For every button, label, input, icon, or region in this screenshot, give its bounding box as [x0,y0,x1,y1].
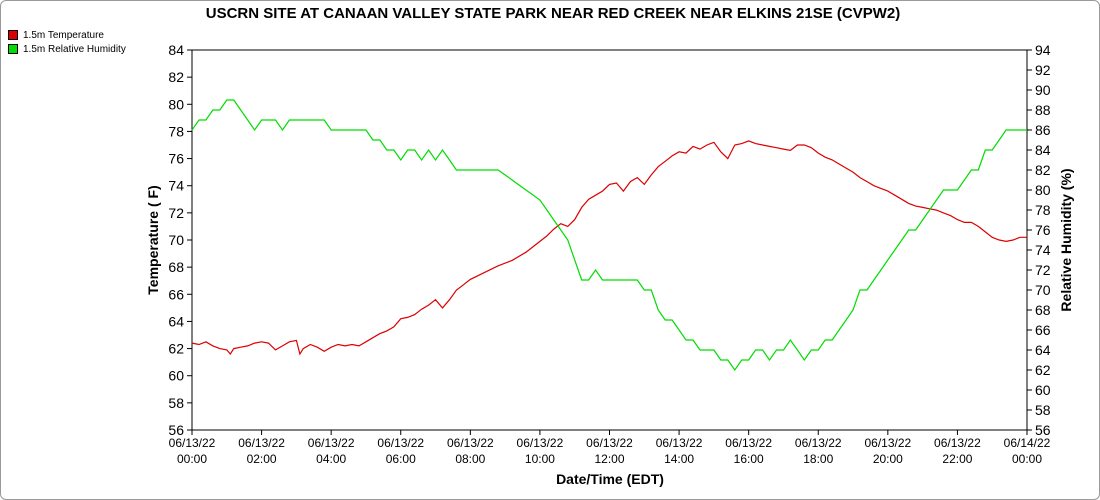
left-tick-label: 72 [168,205,184,221]
x-tick-time-label: 10:00 [525,452,555,466]
x-tick-date-label: 06/13/22 [586,436,633,450]
left-tick-label: 70 [168,232,184,248]
right-tick-label: 62 [1035,362,1051,378]
legend-swatch-humidity [8,44,18,54]
left-tick-label: 56 [168,422,184,438]
left-y-axis: 56 58 60 62 64 66 68 70 72 74 76 78 80 82 84 [168,42,192,438]
chart-title: USCRN SITE AT CANAAN VALLEY STATE PARK N… [206,5,901,22]
legend: 1.5m Temperature 1.5m Relative Humidity [8,28,126,56]
left-tick-label: 62 [168,341,184,357]
left-tick-label: 74 [168,178,184,194]
right-tick-label: 92 [1035,62,1051,78]
x-tick-date-label: 06/13/22 [656,436,703,450]
x-tick-date-label: 06/13/22 [308,436,355,450]
left-tick-label: 78 [168,123,184,139]
series-layer [191,99,1027,372]
right-tick-label: 70 [1035,282,1051,298]
x-tick-date-label: 06/13/22 [725,436,772,450]
humidity-series-line [191,99,1027,372]
legend-item-temperature: 1.5m Temperature [8,28,126,42]
right-tick-label: 78 [1035,202,1051,218]
x-tick-time-label: 16:00 [734,452,764,466]
right-tick-label: 68 [1035,302,1051,318]
legend-item-humidity: 1.5m Relative Humidity [8,42,126,56]
right-tick-label: 84 [1035,142,1051,158]
right-tick-label: 60 [1035,382,1051,398]
right-tick-label: 72 [1035,262,1051,278]
left-tick-label: 76 [168,151,184,167]
x-tick-time-label: 00:00 [1012,452,1042,466]
right-tick-label: 82 [1035,162,1051,178]
x-tick-time-label: 00:00 [177,452,207,466]
x-tick-date-label: 06/13/22 [795,436,842,450]
x-tick-time-label: 12:00 [594,452,624,466]
right-y-axis: 56 58 60 62 64 66 68 70 72 74 76 78 80 82 84 86 88 90 92 94 [1027,42,1051,438]
right-tick-label: 64 [1035,342,1051,358]
x-tick-time-label: 04:00 [316,452,346,466]
left-tick-label: 68 [168,259,184,275]
legend-label-temperature: 1.5m Temperature [23,29,104,41]
legend-swatch-temperature [8,30,18,40]
x-tick-date-label: 06/13/22 [238,436,285,450]
x-tick-time-label: 22:00 [942,452,972,466]
left-tick-label: 84 [168,42,184,58]
left-tick-label: 82 [168,69,184,85]
right-tick-label: 76 [1035,222,1051,238]
right-tick-label: 66 [1035,322,1051,338]
x-tick-date-label: 06/13/22 [934,436,981,450]
right-tick-label: 58 [1035,402,1051,418]
y-axis-left-label: Temperature ( F) [145,185,161,294]
x-tick-date-label: 06/14/22 [1004,436,1051,450]
x-axis-label: Date/Time (EDT) [556,471,664,487]
right-tick-label: 80 [1035,182,1051,198]
right-tick-label: 90 [1035,82,1051,98]
left-tick-label: 66 [168,286,184,302]
right-tick-label: 74 [1035,242,1051,258]
x-tick-time-label: 20:00 [873,452,903,466]
x-tick-date-label: 06/13/22 [169,436,216,450]
right-tick-label: 56 [1035,422,1051,438]
legend-label-humidity: 1.5m Relative Humidity [23,43,126,55]
right-tick-label: 88 [1035,102,1051,118]
x-tick-time-label: 02:00 [247,452,277,466]
x-tick-time-label: 14:00 [664,452,694,466]
right-tick-label: 94 [1035,42,1051,58]
plot-area [191,49,1028,431]
x-tick-date-label: 06/13/22 [377,436,424,450]
y-axis-right-label: Relative Humidity (%) [1058,168,1074,311]
right-tick-label: 86 [1035,122,1051,138]
x-tick-date-label: 06/13/22 [864,436,911,450]
x-tick-time-label: 08:00 [455,452,485,466]
left-tick-label: 80 [168,96,184,112]
left-tick-label: 64 [168,313,184,329]
x-tick-time-label: 06:00 [386,452,416,466]
left-tick-label: 58 [168,395,184,411]
temperature-series-line [191,140,1027,356]
x-tick-date-label: 06/13/22 [517,436,564,450]
x-tick-date-label: 06/13/22 [447,436,494,450]
x-axis: 06/13/22 00:00 06/13/22 02:00 06/13/22 04:00 0… [169,430,1051,466]
x-tick-time-label: 18:00 [803,452,833,466]
left-tick-label: 60 [168,368,184,384]
